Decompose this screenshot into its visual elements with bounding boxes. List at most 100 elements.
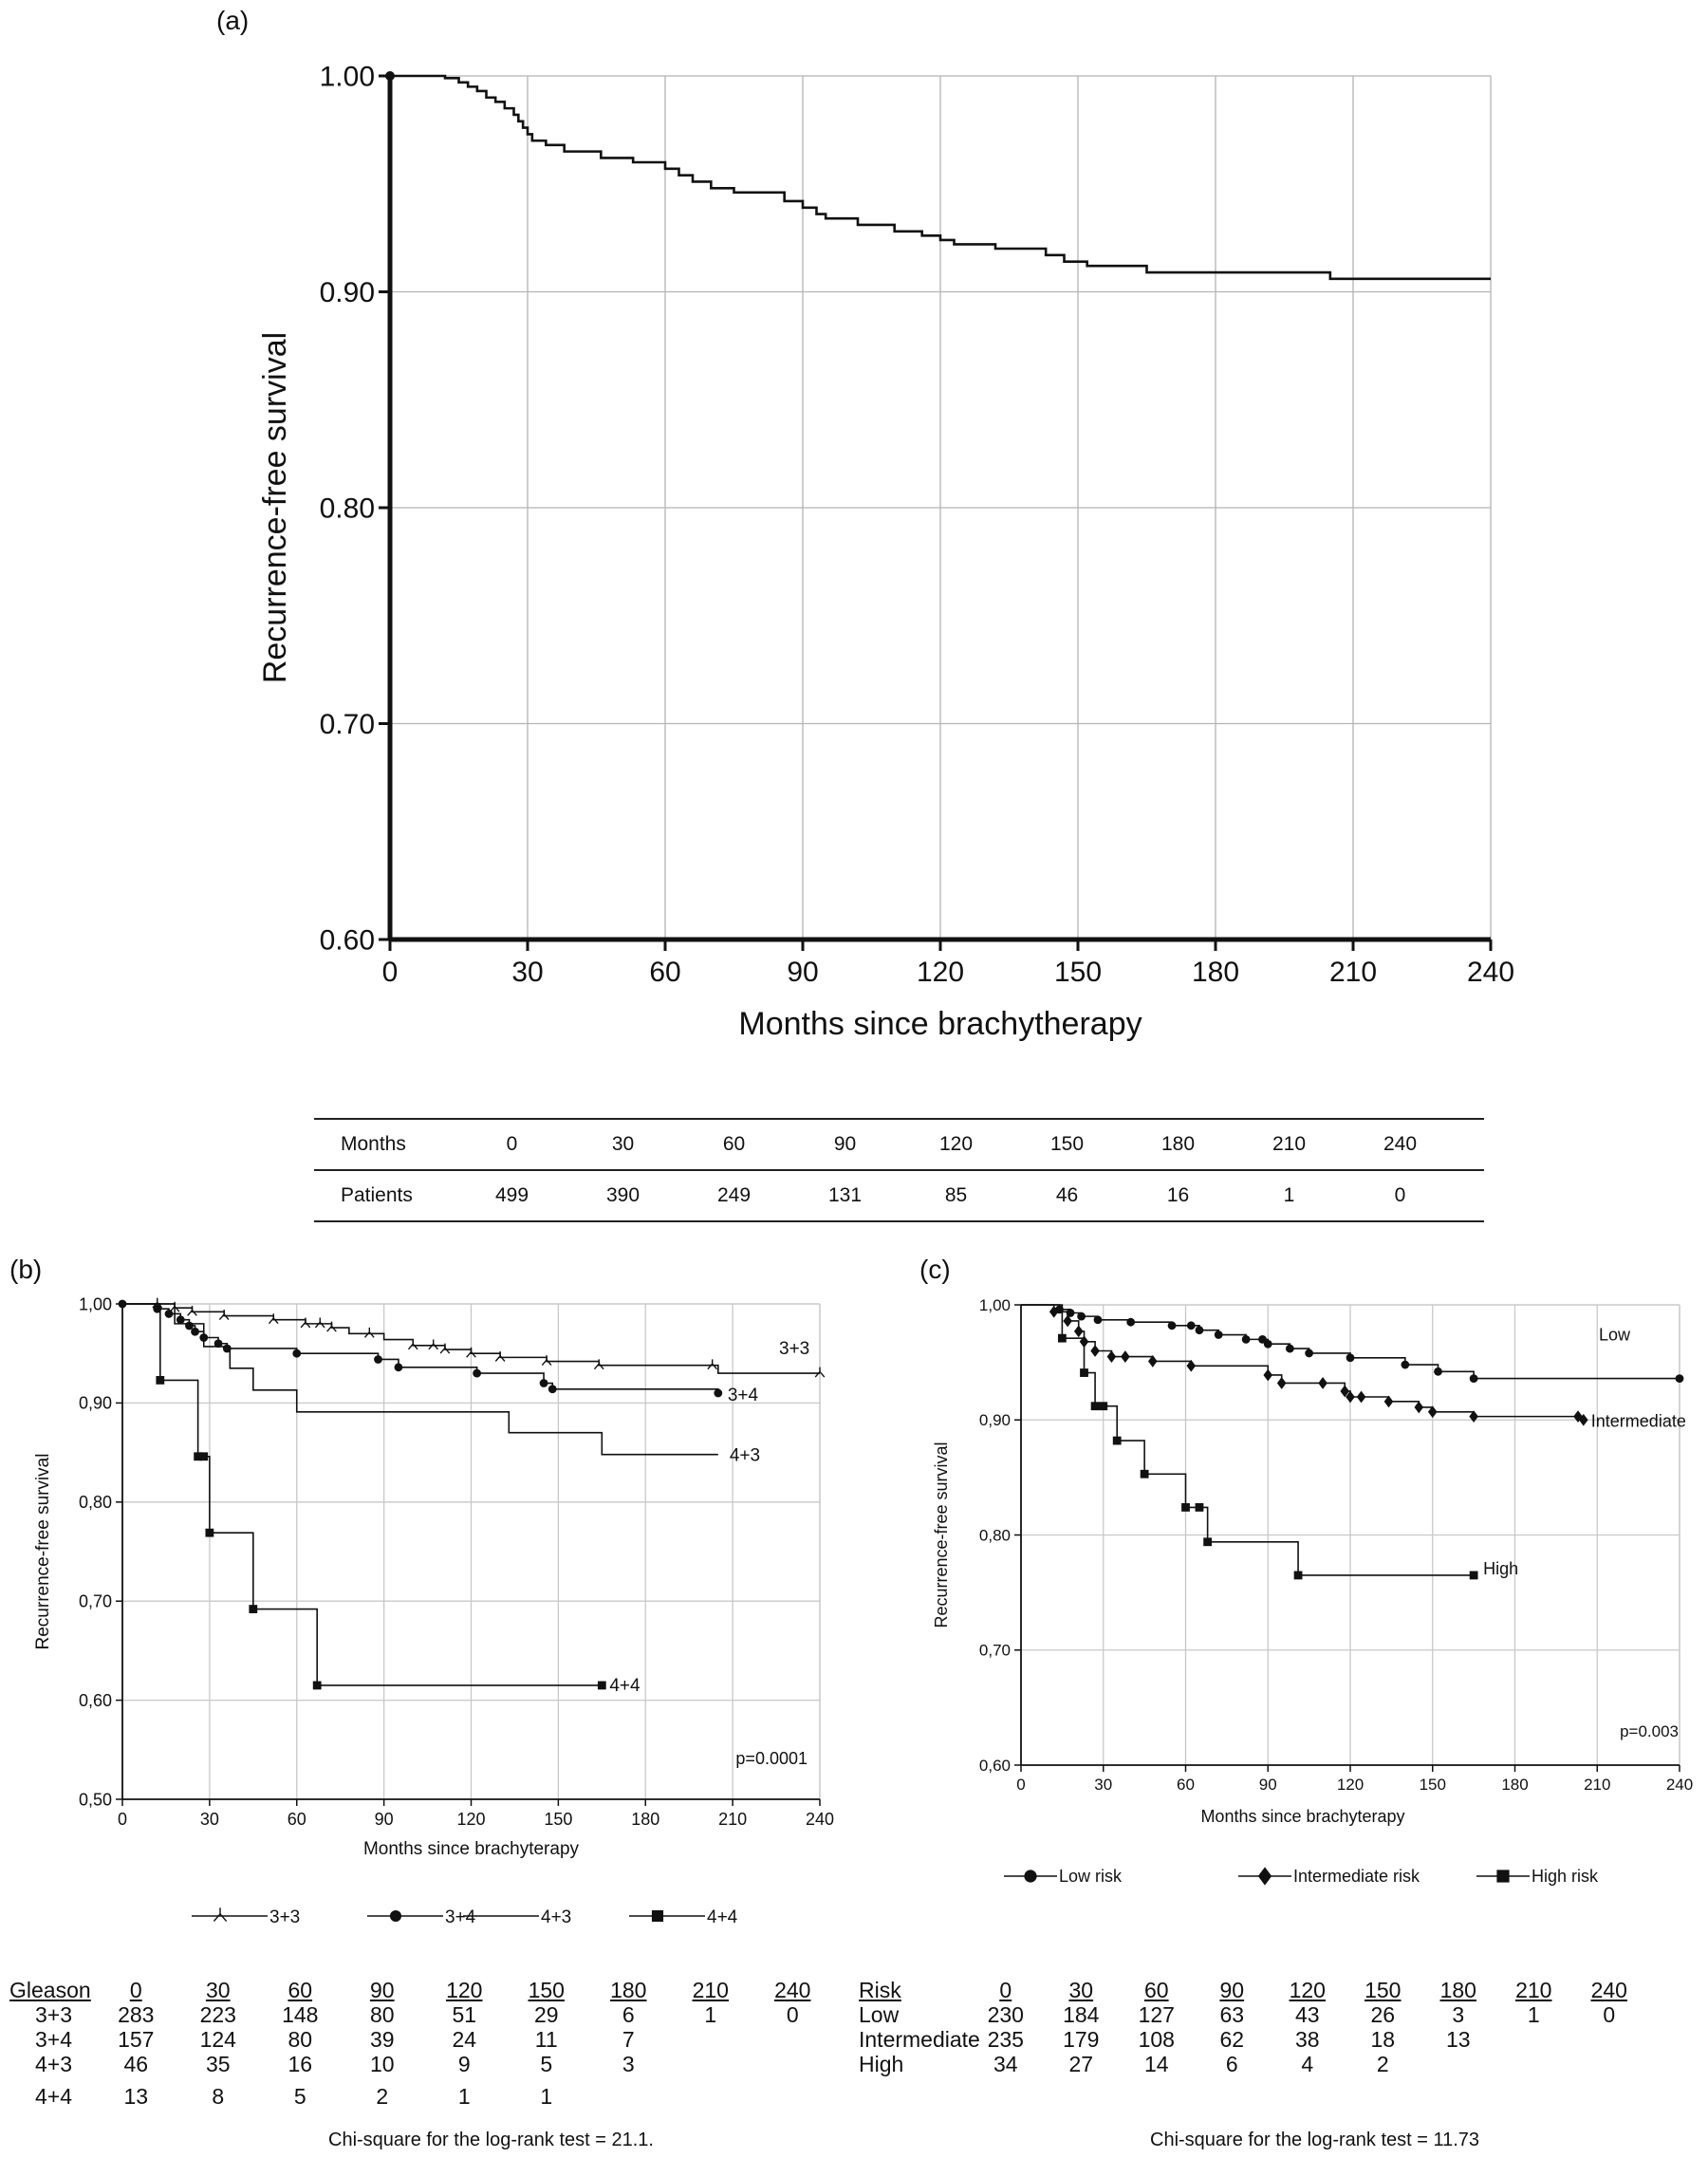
x-tick-label: 30 [1094,1776,1112,1794]
x-tick-label: 60 [649,957,680,988]
gleason-cell: 120 [446,1977,483,2002]
gleason-cell: 80 [288,2026,313,2052]
x-tick-label: 240 [1666,1776,1693,1794]
censor-mark [1263,1368,1273,1382]
x-tick-label: 240 [1467,957,1514,988]
gleason-cell: 60 [288,1977,313,2002]
gleason-cell: 11 [534,2026,558,2052]
series-3-4: 3+4 [118,1299,758,1405]
y-tick-label: 0.60 [320,925,375,957]
series-3-3: 3+3 [122,1297,826,1378]
censor-mark [205,1528,214,1537]
censor-mark [1214,1330,1223,1339]
gleason-row-label: 3+4 [35,2026,73,2052]
risk-cell: 235 [987,2026,1024,2052]
censor-mark [1469,1410,1478,1423]
risk-cell: 230 [987,2001,1024,2027]
y-axis-title: Recurrence-free survival [932,1442,951,1628]
censor-mark [268,1313,279,1325]
risk-cell: 3 [1452,2001,1465,2027]
censor-mark [1112,1436,1122,1445]
series-all-patients [390,74,1491,281]
censor-mark [363,1327,375,1338]
gleason-row-label: 3+3 [35,2001,73,2027]
censor-mark [1241,1334,1251,1344]
risk-cell: 120 [1289,1977,1326,2002]
censor-mark [1186,1321,1196,1330]
km-curve [1021,1304,1475,1576]
patients-cell: 0 [1394,1184,1406,1206]
p-value-label: p=0.0001 [735,1749,808,1768]
risk-cell: 26 [1370,2001,1396,2027]
legend-item: 4+4 [629,1907,738,1927]
censor-mark [1121,1350,1130,1363]
risk-group-table: Risk 0 30 60 90 120 150 180 210 240 Low 230 184 127 63… [859,1978,1647,2076]
gleason-cell: 1 [704,2001,717,2027]
risk-cell: 240 [1590,1977,1627,2002]
gleason-cell: 10 [369,2051,395,2076]
gleason-row-label: 4+4 [35,2083,73,2109]
gleason-cell: 150 [528,1977,565,2002]
censor-mark [153,1304,162,1313]
y-tick-label: 1.00 [320,62,375,93]
risk-cell: 108 [1138,2026,1175,2052]
gleason-cell: 7 [622,2026,635,2052]
gleason-risk-table: Gleason 0 30 60 90 120 150 180 210 240 3+3 283 223 14… [9,1978,834,2109]
censor-mark [473,1368,482,1378]
censor-mark [1181,1503,1190,1512]
risk-cell: 0 [1603,2001,1616,2027]
risk-row: Low 230 184 127 63 43 26 3 1 0 [859,2002,1647,2027]
legend-marker [1257,1867,1272,1886]
panel-a-label: (a) [216,6,250,35]
km-curve [122,1303,719,1393]
gleason-cell: 0 [129,1977,142,2002]
censor-mark [164,1310,174,1318]
risk-cell: 127 [1138,2001,1175,2027]
y-tick-label: 0,60 [979,1757,1011,1775]
censor-mark [1427,1405,1438,1419]
y-tick-label: 0,90 [79,1394,112,1413]
censor-mark [1167,1321,1177,1330]
x-tick-label: 90 [375,1810,394,1829]
gleason-cell: 2 [376,2083,389,2109]
y-tick-label: 0,80 [79,1493,112,1512]
y-tick-label: 0.80 [320,493,375,525]
gleason-row-label: Gleason [9,1977,91,2002]
censor-mark [439,1343,451,1354]
gleason-cell: 0 [786,2001,799,2027]
censor-mark [814,1367,826,1378]
gleason-row: 4+3 46 35 16 10 9 5 3 [9,2052,834,2076]
censor-mark [707,1359,718,1370]
km-curve [122,1303,603,1686]
censor-mark [1080,1368,1088,1377]
start-point [385,71,395,81]
censor-mark [1063,1314,1072,1328]
months-cell: 150 [1049,1133,1085,1155]
risk-cell: 184 [1063,2001,1100,2027]
censor-mark [300,1317,311,1329]
gleason-cell: 240 [774,1977,811,2002]
gleason-cell: 124 [199,2026,236,2052]
months-cell: 30 [611,1133,635,1155]
risk-row: Intermediate 235 179 108 62 38 18 13 [859,2027,1647,2052]
panel-c-label: (c) [919,1255,951,1284]
gleason-cell: 157 [118,2026,155,2052]
chart-a: 0 30 60 90 120 150 180 210 240 0.60 0.70 0.80 0.90 1.… [257,62,1514,1043]
legend-item: 4+3 [463,1907,571,1927]
gleason-cell: 3 [622,2051,635,2076]
censor-mark [1140,1469,1149,1479]
gleason-cell: 46 [123,2051,149,2076]
legend-item: Intermediate risk [1238,1867,1420,1886]
risk-cell: 27 [1068,2051,1094,2076]
x-tick-label: 210 [1584,1776,1610,1794]
risk-cell: 180 [1439,1977,1476,2002]
x-tick-label: 90 [1259,1776,1277,1794]
censor-mark [714,1388,723,1398]
x-tick-label: 120 [917,957,964,988]
censor-mark [1057,1333,1067,1343]
months-cell: 180 [1160,1133,1196,1155]
gleason-row: 4+4 13 8 5 2 1 1 [9,2084,834,2109]
risk-cell: 13 [1445,2026,1471,2052]
censor-mark [1469,1571,1478,1580]
y-axis-title: Recurrence-free survival [257,332,293,683]
